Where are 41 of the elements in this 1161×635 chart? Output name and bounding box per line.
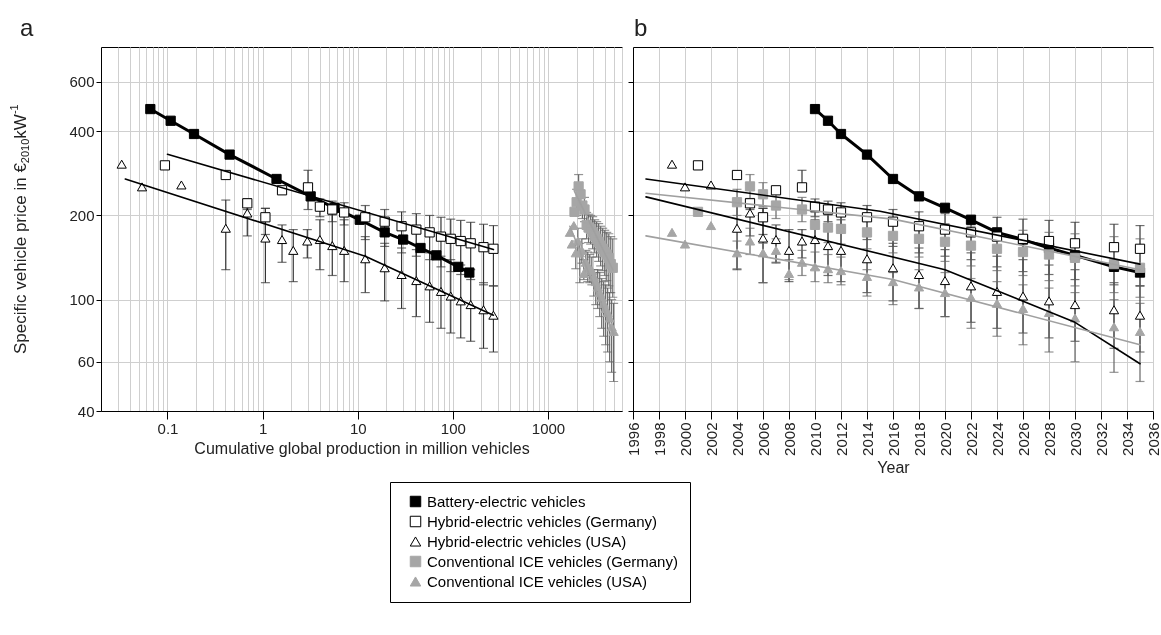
x-tick-label: 2022: [962, 422, 979, 456]
x-axis-title: Year: [876, 458, 910, 476]
x-tick-label: 2008: [780, 422, 797, 456]
x-axis-title: Cumulative global production in million vehicles: [193, 439, 530, 456]
legend-label: Hybrid-electric vehicles (USA): [426, 532, 626, 549]
legend-label: Battery-electric vehicles: [426, 492, 585, 509]
x-tick-label: 2000: [676, 422, 693, 456]
x-tick-label: 2014: [858, 422, 875, 456]
x-tick-label: 1000: [531, 419, 565, 436]
x-tick-label: 2006: [754, 422, 771, 456]
x-tick-label: 0.1: [157, 419, 178, 436]
x-tick-label: 2028: [1040, 422, 1057, 456]
y-tick-label: 400: [68, 122, 94, 140]
y-tick-label: 40: [77, 402, 94, 419]
x-tick-label: 2004: [728, 422, 745, 456]
x-tick-label: 2032: [1092, 422, 1109, 456]
y-tick-label: 600: [68, 72, 94, 90]
x-tick-label: 2026: [1014, 422, 1031, 456]
chart-title: b: [633, 13, 647, 41]
y-tick-label: 200: [68, 206, 94, 224]
x-tick-label: 10: [349, 419, 367, 436]
x-tick-label: 2024: [988, 422, 1005, 456]
x-tick-label: 2010: [806, 422, 823, 456]
x-tick-label: 1996: [624, 422, 641, 456]
x-tick-label: 1: [258, 419, 267, 436]
x-tick-label: 2034: [1118, 422, 1135, 456]
chart-title: a: [19, 13, 34, 41]
x-tick-label: 2036: [1144, 422, 1161, 456]
x-tick-label: 2030: [1066, 422, 1083, 456]
legend-label: Conventional ICE vehicles (Germany): [426, 552, 678, 569]
legend-label: Conventional ICE vehicles (USA): [426, 572, 647, 589]
y-tick-label: 60: [77, 352, 94, 370]
x-tick-label: 2016: [884, 422, 901, 456]
x-tick-label: 2012: [832, 422, 849, 456]
x-tick-label: 2002: [702, 422, 719, 456]
y-tick-label: 100: [68, 290, 94, 308]
x-tick-label: 100: [440, 419, 466, 436]
x-tick-label: 2018: [910, 422, 927, 456]
x-tick-label: 1998: [650, 422, 667, 456]
x-tick-label: 2020: [936, 422, 953, 456]
legend-label: Hybrid-electric vehicles (Germany): [426, 512, 657, 529]
